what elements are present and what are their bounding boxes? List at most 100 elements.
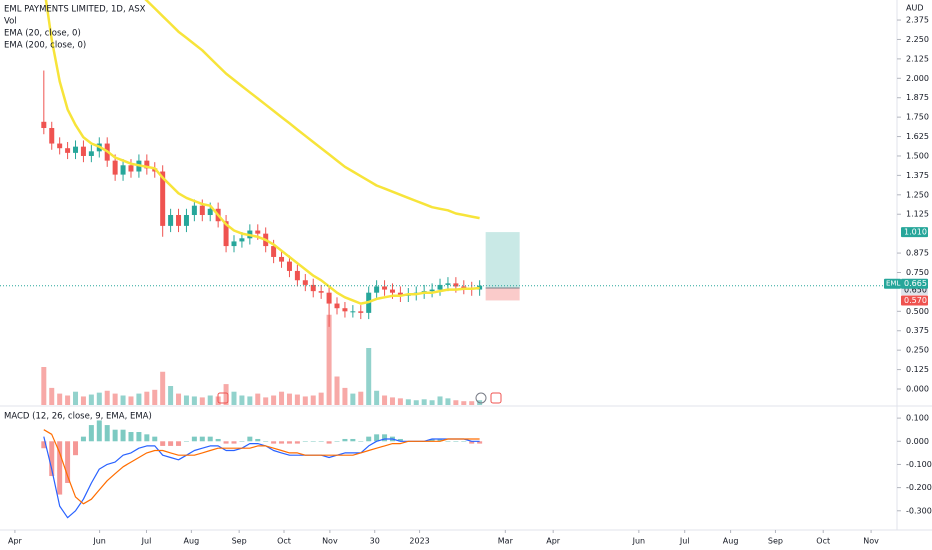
candle-body xyxy=(437,284,443,290)
y-tick-label: 1.875 xyxy=(906,93,929,102)
volume-bar xyxy=(374,390,380,405)
candle-body xyxy=(239,238,245,242)
histogram-bar xyxy=(215,438,221,442)
x-tick-label: Jun xyxy=(92,537,106,546)
candle-body xyxy=(279,256,285,262)
candle-body xyxy=(374,286,380,293)
histogram-bar xyxy=(469,441,475,444)
histogram-bar xyxy=(437,438,443,442)
volume-bar xyxy=(247,396,253,405)
y-tick-label: 1.125 xyxy=(906,210,929,219)
volume-bar xyxy=(104,390,110,405)
x-tick-label: Oct xyxy=(816,537,830,546)
histogram-bar xyxy=(112,429,118,442)
volume-bar xyxy=(223,384,229,405)
candle-body xyxy=(445,283,451,285)
alert-icons[interactable] xyxy=(217,392,502,404)
symbol-badge: EML xyxy=(886,280,900,288)
candle-body xyxy=(342,308,348,312)
histogram-bar xyxy=(286,441,292,444)
histogram-bar xyxy=(279,441,285,444)
candle-body xyxy=(310,284,316,292)
x-tick-label: Jun xyxy=(632,537,646,546)
x-tick-label: Oct xyxy=(277,537,291,546)
target-label-bg xyxy=(901,227,928,238)
volume-bar xyxy=(342,387,348,405)
histogram-bar xyxy=(191,436,197,442)
symbol-badge-bg xyxy=(884,278,901,289)
candle-body xyxy=(183,215,189,226)
volume-bar xyxy=(183,395,189,405)
legend-ema200: EMA (200, close, 0) xyxy=(4,41,86,51)
y-tick-label: 1.625 xyxy=(906,132,929,141)
candle-body xyxy=(41,121,47,129)
candle-body xyxy=(65,148,71,153)
volume-bar xyxy=(57,393,63,405)
volume-bar xyxy=(231,391,237,405)
volume-bar xyxy=(294,394,300,405)
candle-body xyxy=(73,146,79,153)
ema-line xyxy=(44,0,480,305)
volume-bar xyxy=(263,397,269,405)
histogram-bar xyxy=(302,441,308,442)
volume-bar xyxy=(469,401,475,405)
y-tick-label: 0.000 xyxy=(906,384,929,393)
y-tick-label: 0.500 xyxy=(906,307,929,316)
x-tick-label: Sep xyxy=(768,537,783,546)
histogram-bar xyxy=(382,434,388,442)
stop-label: 0.570 xyxy=(904,296,927,305)
volume-bar xyxy=(429,400,435,405)
histogram-bar xyxy=(239,441,245,442)
histogram-bar xyxy=(397,438,403,442)
x-tick-label: Jul xyxy=(141,537,152,546)
x-tick-label: Jul xyxy=(679,537,690,546)
histogram-bar xyxy=(255,438,261,442)
legend-volume: Vol xyxy=(4,17,17,27)
volume-bar xyxy=(461,401,467,405)
histogram-bar xyxy=(207,436,213,442)
x-tick-label: Apr xyxy=(8,537,23,546)
volume-bar xyxy=(334,376,340,405)
last-price-label: 0.665 xyxy=(904,279,927,288)
histogram-bar xyxy=(263,441,269,442)
volume-bar xyxy=(49,387,55,405)
histogram-bar xyxy=(65,441,71,483)
histogram-bar xyxy=(120,429,126,442)
candle-body xyxy=(144,160,150,169)
volume-bar xyxy=(191,396,197,405)
candle-body xyxy=(382,286,388,290)
volume-bar xyxy=(41,367,47,405)
volume-bar xyxy=(397,398,403,405)
candle-body xyxy=(57,143,63,149)
histogram-bar xyxy=(271,441,277,444)
volume-bar xyxy=(310,395,316,405)
histogram-bar xyxy=(477,441,483,444)
y-tick-label: 1.750 xyxy=(906,113,929,122)
chart-title: EML PAYMENTS LIMITED, 1D, ASX xyxy=(4,5,146,15)
y-tick-label: 1.500 xyxy=(906,151,929,160)
volume-bar xyxy=(160,371,166,405)
volume-bar xyxy=(405,399,411,405)
histogram-bar xyxy=(49,441,55,477)
volume-bar xyxy=(120,395,126,405)
alert-icon[interactable] xyxy=(475,392,487,404)
volume-bar xyxy=(366,348,372,405)
histogram-bar xyxy=(374,434,380,442)
axis-unit: AUD xyxy=(906,4,924,13)
volume-bar xyxy=(136,393,142,405)
histogram-bar xyxy=(318,441,324,442)
histogram-bar xyxy=(128,432,134,442)
y-tick-label: 2.375 xyxy=(906,16,929,25)
histogram-bar xyxy=(310,441,316,442)
candle-body xyxy=(176,215,182,226)
y-tick-label: 1.375 xyxy=(906,171,929,180)
macd-line xyxy=(43,429,480,505)
volume-bar xyxy=(80,396,86,405)
earnings-icon[interactable] xyxy=(217,392,229,404)
earnings-icon[interactable] xyxy=(490,392,502,404)
volume-bar xyxy=(421,399,427,405)
volume-bar xyxy=(199,397,205,405)
y-tick-label: 0.750 xyxy=(906,268,929,277)
price-pane xyxy=(41,0,483,405)
